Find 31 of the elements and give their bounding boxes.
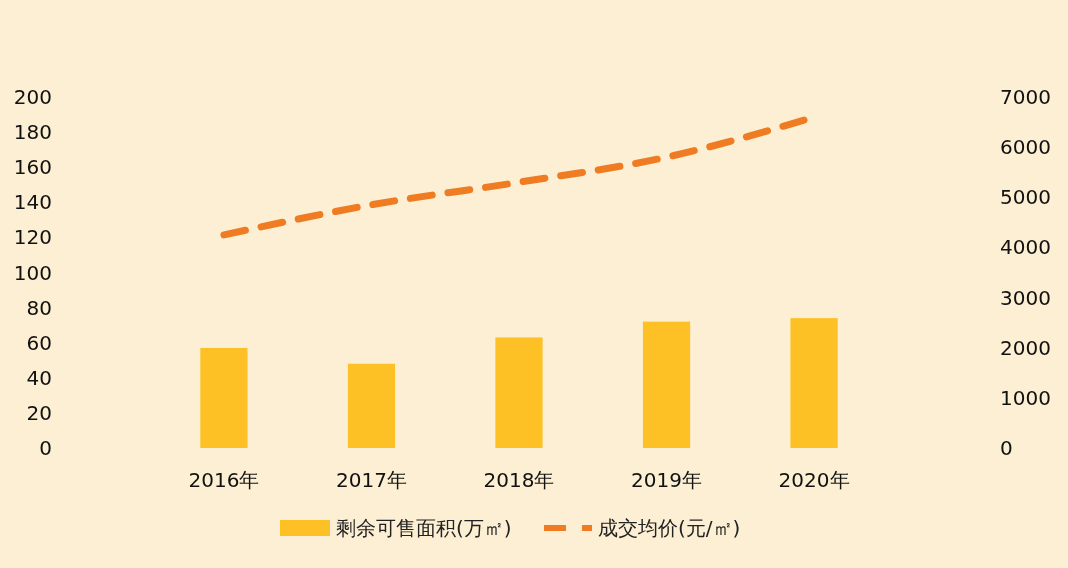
x-tick-label: 2020年	[778, 468, 850, 492]
legend-label: 剩余可售面积(万㎡)	[336, 516, 512, 540]
y-tick-label: 200	[13, 85, 52, 109]
bar	[347, 363, 396, 448]
y-tick-label: 0	[39, 436, 52, 460]
y2-tick-label: 5000	[1000, 185, 1051, 210]
legend-label: 成交均价(元/㎡)	[598, 516, 741, 540]
y2-tick-label: 2000	[1000, 335, 1051, 360]
x-tick-label: 2017年	[336, 468, 407, 492]
y-tick-label: 160	[13, 155, 52, 180]
y-tick-label: 100	[13, 260, 52, 285]
y-tick-label: 120	[13, 225, 52, 250]
bar	[495, 337, 543, 448]
y2-tick-label: 6000	[1000, 135, 1051, 160]
x-tick-label: 2016年	[188, 468, 260, 492]
bar	[790, 318, 838, 448]
y2-tick-label: 4000	[1000, 235, 1051, 260]
y2-tick-label: 0	[1000, 436, 1013, 460]
bar	[200, 347, 248, 448]
bar	[642, 321, 691, 448]
y2-tick-label: 7000	[1000, 85, 1051, 109]
y-tick-label: 60	[26, 330, 52, 355]
x-tick-label: 2019年	[631, 468, 702, 492]
y-tick-label: 80	[26, 295, 52, 320]
y2-tick-label: 1000	[1000, 385, 1051, 410]
y-tick-label: 180	[13, 120, 52, 145]
y-tick-label: 20	[26, 400, 52, 425]
y2-tick-label: 3000	[1000, 285, 1051, 310]
x-tick-label: 2018年	[483, 468, 555, 492]
y-tick-label: 140	[13, 190, 52, 215]
y-tick-label: 40	[26, 365, 52, 390]
